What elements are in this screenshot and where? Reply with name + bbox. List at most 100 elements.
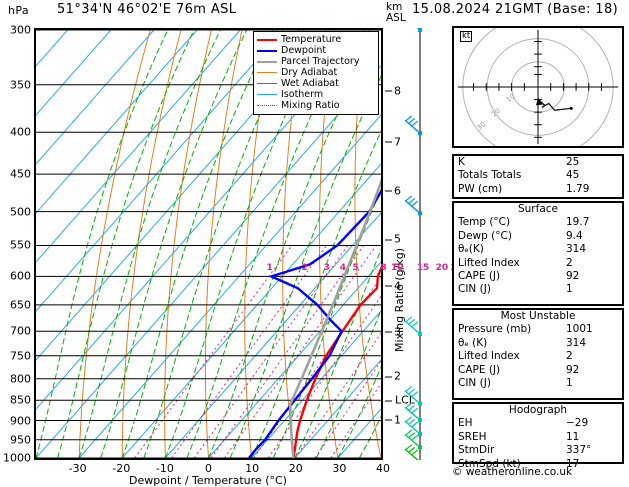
surface-row: Dewp (°C) 9.4 [454,230,622,243]
surface-label: Temp (°C) [458,216,511,229]
height-unit-km: km [386,1,403,13]
legend-label-1: Dewpoint [281,44,327,56]
hodograph-stat-label: EH [458,417,473,430]
hodograph-stat-value: −29 [566,417,589,430]
height-tick-8: 8 [385,84,401,97]
most-unstable-label: CAPE (J) [458,363,501,376]
pressure-tick-450: 450 [10,167,31,181]
hodograph-stats-heading: Hodograph [508,404,568,416]
pressure-tick-300: 300 [10,23,31,37]
hodograph-stat-row: SREH 11 [454,431,622,444]
surface-value: 9.4 [566,229,583,242]
most-unstable-row: Lifted Index 2 [454,350,622,363]
wind-barb-1000 [404,444,419,460]
surface-value: 92 [566,270,580,283]
legend-swatch-0 [257,38,277,41]
temp-tick-20: 20 [288,462,303,475]
index-label: PW (cm) [458,182,503,195]
pressure-tick-800: 800 [10,372,31,386]
height-tick-6: 6 [385,184,401,197]
legend-label-0: Temperature [281,33,342,45]
legend-label-6: Mixing Ratio [281,99,340,111]
most-unstable-row: θₑ (K) 314 [454,337,622,350]
page-title: 51°34'N 46°02'E 76m ASL [57,2,237,17]
surface-row: Temp (°C) 19.7 [454,216,622,229]
temp-tick--10: -10 [155,462,174,475]
copyright-footer: © weatheronline.co.uk [452,466,573,478]
temperature-axis: -30 -20 -10 0 10 20 30 40 [34,462,390,478]
height-tick-7: 7 [385,135,401,148]
pressure-tick-850: 850 [10,393,31,407]
temp-tick-40: 40 [376,462,390,475]
surface-row: Lifted Index 2 [454,257,622,270]
wind-barb-500 [404,195,422,216]
height-tick-3: 3 [385,325,401,338]
most-unstable-value: 1001 [566,323,593,336]
hodograph-stat-value: 337° [566,444,592,457]
svg-text:30: 30 [476,120,488,132]
surface-value: 19.7 [566,216,590,229]
most-unstable-row: CAPE (J) 92 [454,364,622,377]
most-unstable-label: CIN (J) [458,377,491,390]
wind-barb-850 [404,385,422,406]
height-tick-1: 1 [385,413,401,426]
datetime-label: 15.08.2024 21GMT (Base: 18) [412,2,619,17]
wind-barb-column [398,28,442,460]
temp-tick--20: -20 [112,462,131,475]
pressure-tick-650: 650 [10,298,31,312]
svg-text:20: 20 [490,107,502,119]
legend-item-dewpoint: Dewpoint [257,45,375,56]
most-unstable-heading: Most Unstable [500,310,576,322]
hodograph-stat-label: StmDir [458,444,495,457]
most-unstable-label: Pressure (mb) [458,323,532,336]
hodograph-stats-table: Hodograph EH −29 SREH 11 StmDir 337° StmSpd (k… [452,402,624,470]
indices-table: K 25 Totals Totals 45 PW (cm) 1.79 [452,154,624,199]
legend-item-dry-adiabat: Dry Adiabat [257,67,375,78]
hodograph-stat-value: 11 [566,430,580,443]
index-value: 45 [566,169,580,182]
surface-label: Lifted Index [458,256,520,269]
legend-item-temperature: Temperature [257,34,375,45]
pressure-tick-500: 500 [10,205,31,219]
temp-tick-10: 10 [245,462,260,475]
pressure-tick-600: 600 [10,269,31,283]
legend-label-5: Isotherm [281,88,324,100]
hodograph-panel: kt 10 20 30 [452,26,624,148]
most-unstable-value: 314 [566,336,587,349]
most-unstable-value: 92 [566,363,580,376]
hodograph-unit-label: kt [460,31,473,42]
height-tick-2: 2 [385,370,401,383]
x-axis-title: Dewpoint / Temperature (°C) [129,474,287,487]
skewt-plot-svg [36,30,381,458]
legend-swatch-6 [257,105,277,106]
pressure-tick-400: 400 [10,125,31,139]
legend-item-mixing-ratio: Mixing Ratio [257,100,375,111]
index-row: PW (cm) 1.79 [454,183,622,196]
most-unstable-row: CIN (J) 1 [454,377,622,390]
surface-table-heading: Surface [517,203,558,215]
hodograph-stat-row: EH −29 [454,417,622,430]
pressure-tick-1000: 1000 [3,451,31,465]
most-unstable-label: θₑ (K) [458,336,488,349]
height-unit-label: km ASL [386,2,406,24]
legend-item-wet-adiabat: Wet Adiabat [257,78,375,89]
chart-legend: Temperature Dewpoint Parcel Trajectory Dry … [253,31,379,115]
wind-barb-890 [404,402,422,423]
wind-barb-925 [404,416,422,437]
legend-item-isotherm: Isotherm [257,89,375,100]
wind-barb-300 [416,28,422,32]
index-row: K 25 [454,156,622,169]
pressure-tick-700: 700 [10,324,31,338]
surface-label: θₑ(K) [458,243,484,256]
surface-label: CAPE (J) [458,270,501,283]
pressure-tick-550: 550 [10,238,31,252]
hodograph-stat-label: SREH [458,430,487,443]
legend-label-4: Wet Adiabat [281,77,339,89]
temp-tick-0: 0 [205,462,212,475]
wind-barb-400 [404,115,422,136]
height-tick-4: 4 [385,279,401,292]
most-unstable-table: Most Unstable Pressure (mb) 1001 θₑ (K) 314… [452,308,624,400]
pressure-axis: 300 350 400 450 500 550 600 650 700 750 800 850 900 9… [0,24,31,465]
surface-label: Dewp (°C) [458,229,512,242]
height-axis: 1 2 3 4 5 6 7 8 LCL [385,28,419,460]
